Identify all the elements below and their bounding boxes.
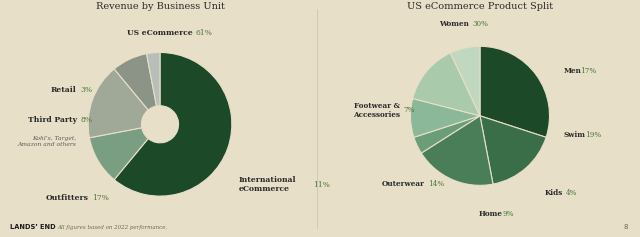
Text: 11%: 11% bbox=[314, 181, 330, 189]
Text: 30%: 30% bbox=[472, 20, 488, 28]
Wedge shape bbox=[147, 52, 160, 106]
Wedge shape bbox=[414, 116, 480, 153]
Wedge shape bbox=[410, 99, 480, 137]
Text: Outfitters: Outfitters bbox=[45, 194, 88, 202]
Wedge shape bbox=[114, 54, 157, 110]
Text: LANDS’ END: LANDS’ END bbox=[10, 224, 55, 230]
Text: Home: Home bbox=[479, 210, 502, 218]
Text: International
eCommerce: International eCommerce bbox=[239, 176, 296, 193]
Text: 14%: 14% bbox=[428, 180, 444, 188]
Wedge shape bbox=[413, 53, 480, 116]
Wedge shape bbox=[90, 128, 148, 180]
Text: 7%: 7% bbox=[403, 106, 415, 114]
Text: Kids: Kids bbox=[544, 189, 563, 197]
Text: 9%: 9% bbox=[502, 210, 514, 218]
Wedge shape bbox=[88, 69, 148, 138]
Text: 17%: 17% bbox=[92, 194, 109, 202]
Wedge shape bbox=[421, 116, 493, 185]
Text: Third Party: Third Party bbox=[28, 116, 77, 124]
Text: Outerwear: Outerwear bbox=[381, 180, 424, 188]
Text: Women: Women bbox=[440, 20, 469, 28]
Text: Footwear &
Accessories: Footwear & Accessories bbox=[353, 102, 400, 119]
Text: US eCommerce: US eCommerce bbox=[127, 29, 193, 37]
Text: 3%: 3% bbox=[80, 86, 92, 94]
Text: 17%: 17% bbox=[580, 67, 596, 75]
Wedge shape bbox=[451, 46, 480, 116]
Wedge shape bbox=[480, 46, 550, 137]
Text: Kohl’s, Target,
Amazon and others: Kohl’s, Target, Amazon and others bbox=[18, 136, 77, 147]
Text: 61%: 61% bbox=[196, 29, 212, 37]
Text: 19%: 19% bbox=[585, 131, 601, 139]
Text: 8%: 8% bbox=[80, 116, 92, 124]
Text: Retail: Retail bbox=[51, 86, 77, 94]
Text: 4%: 4% bbox=[566, 189, 577, 197]
Text: Men: Men bbox=[563, 67, 581, 75]
Text: 8: 8 bbox=[624, 224, 628, 230]
Text: Swim: Swim bbox=[563, 131, 586, 139]
Title: Revenue by Business Unit: Revenue by Business Unit bbox=[95, 2, 225, 11]
Text: All figures based on 2022 performance.: All figures based on 2022 performance. bbox=[58, 225, 168, 230]
Wedge shape bbox=[114, 52, 232, 196]
Wedge shape bbox=[480, 116, 546, 184]
Title: US eCommerce Product Split: US eCommerce Product Split bbox=[407, 2, 553, 11]
